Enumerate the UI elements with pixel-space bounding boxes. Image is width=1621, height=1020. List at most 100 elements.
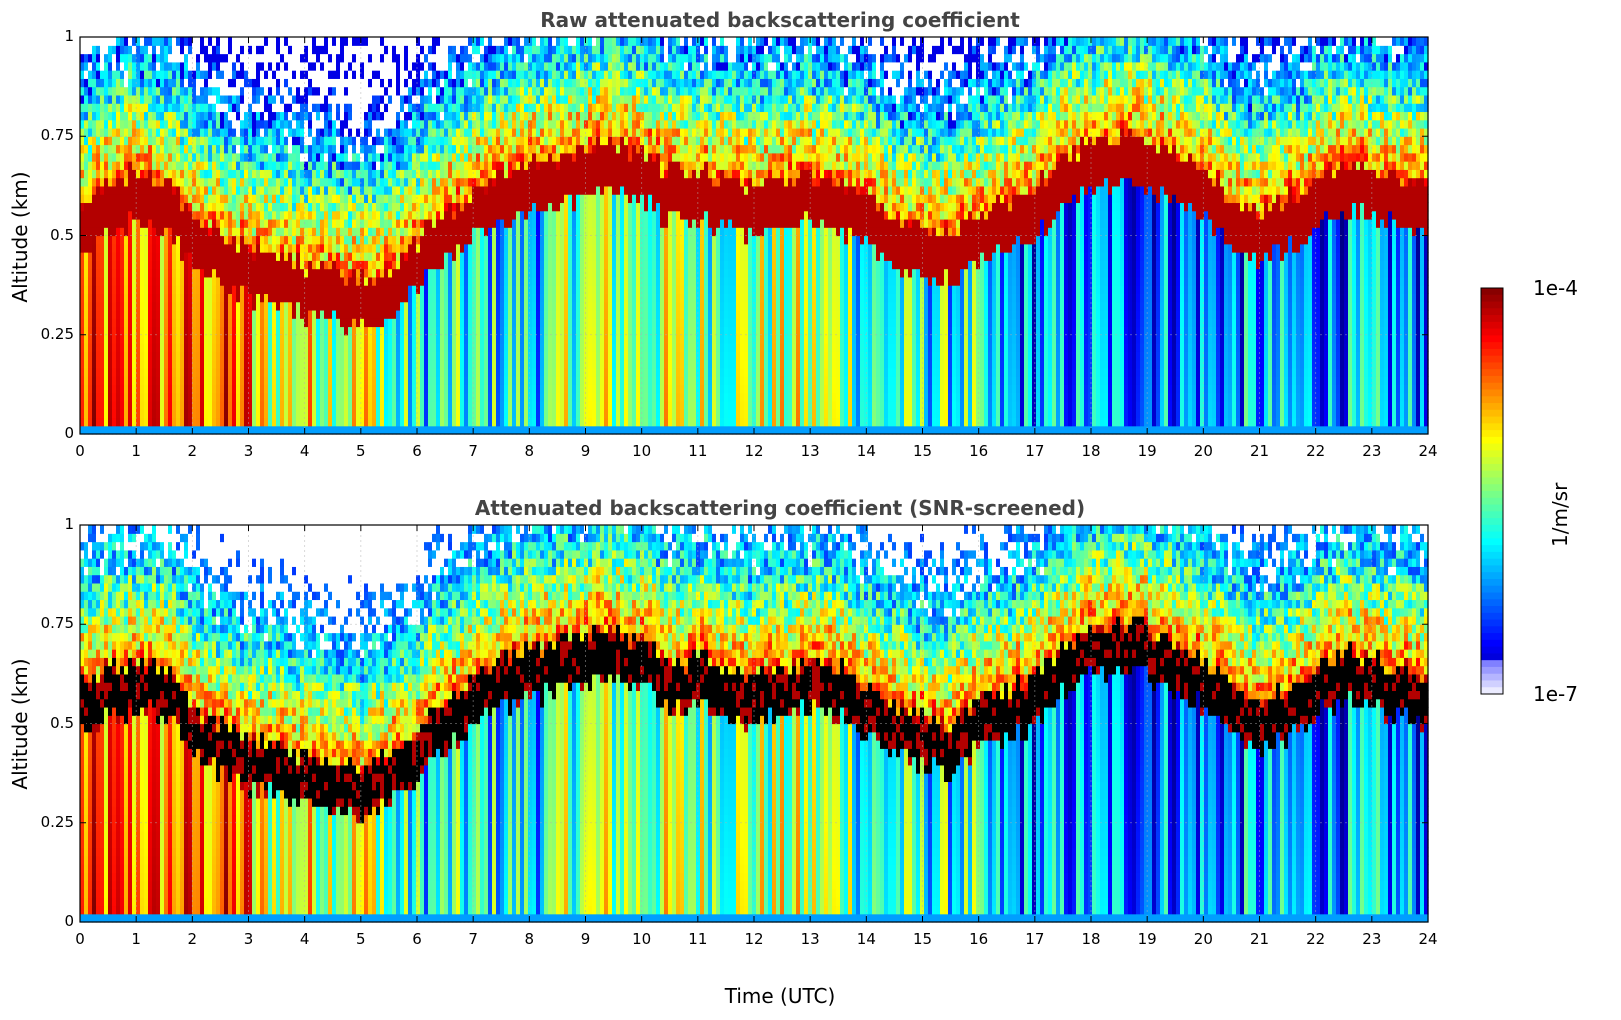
heatmap-cell — [208, 359, 213, 369]
heatmap-cell — [268, 111, 273, 121]
heatmap-cell — [304, 351, 309, 361]
heatmap-cell — [380, 218, 385, 228]
heatmap-cell — [360, 285, 365, 294]
heatmap-cell — [272, 185, 277, 195]
heatmap-cell — [464, 218, 469, 228]
heatmap-cell — [244, 318, 249, 328]
heatmap-cell — [320, 425, 325, 435]
heatmap-cell — [216, 152, 221, 162]
heatmap-cell — [468, 136, 473, 146]
heatmap-cell — [332, 326, 337, 336]
heatmap-cell — [300, 301, 305, 311]
heatmap-cell — [488, 243, 493, 253]
heatmap-cell — [320, 37, 325, 46]
heatmap-cell — [428, 409, 433, 419]
heatmap-cell — [204, 161, 209, 170]
heatmap-cell — [336, 227, 341, 237]
heatmap-cell — [132, 417, 137, 427]
heatmap-cell — [272, 53, 277, 63]
heatmap-cell — [320, 136, 325, 146]
heatmap-cell — [128, 384, 133, 394]
heatmap-cell — [128, 276, 133, 286]
heatmap-cell — [132, 309, 137, 319]
heatmap-cell — [148, 376, 153, 385]
heatmap-cell — [184, 218, 189, 228]
heatmap-cell — [264, 367, 269, 377]
heatmap-cell — [288, 326, 293, 336]
heatmap-cell — [92, 376, 97, 385]
heatmap-cell — [476, 202, 481, 212]
heatmap-cell — [312, 409, 317, 419]
heatmap-cell — [408, 177, 413, 187]
heatmap-cell — [452, 243, 457, 253]
heatmap-cell — [484, 94, 489, 104]
heatmap-cell — [320, 194, 325, 204]
heatmap-cell — [440, 94, 445, 104]
heatmap-cell — [348, 417, 353, 427]
heatmap-cell — [352, 103, 357, 113]
heatmap-cell — [360, 161, 365, 170]
heatmap-cell — [172, 235, 177, 245]
heatmap-cell — [252, 152, 257, 162]
heatmap-cell — [408, 359, 413, 369]
heatmap-cell — [428, 152, 433, 162]
heatmap-cell — [232, 119, 237, 129]
heatmap-cell — [144, 127, 149, 137]
heatmap-cell — [296, 351, 301, 361]
heatmap-cell — [108, 301, 113, 311]
heatmap-cell — [116, 301, 121, 311]
heatmap-cell — [156, 318, 161, 328]
heatmap-cell — [196, 202, 201, 212]
heatmap-cell — [344, 268, 349, 278]
heatmap-cell — [308, 326, 313, 336]
heatmap-cell — [224, 285, 229, 294]
heatmap-cell — [224, 359, 229, 369]
heatmap-cell — [224, 185, 229, 195]
heatmap-cell — [236, 425, 241, 435]
heatmap-cell — [400, 136, 405, 146]
heatmap-cell — [400, 384, 405, 394]
heatmap-cell — [216, 318, 221, 328]
heatmap-cell — [460, 276, 465, 286]
heatmap-cell — [132, 367, 137, 377]
heatmap-cell — [268, 400, 273, 410]
heatmap-cell — [460, 260, 465, 270]
heatmap-cell — [116, 94, 121, 104]
panel1-heatmap — [80, 37, 1429, 435]
heatmap-cell — [320, 392, 325, 402]
heatmap-cell — [164, 343, 169, 352]
heatmap-cell — [176, 202, 181, 212]
heatmap-cell — [456, 343, 461, 352]
heatmap-cell — [220, 103, 225, 113]
heatmap-cell — [208, 409, 213, 419]
heatmap-cell — [220, 392, 225, 402]
heatmap-cell — [148, 285, 153, 294]
heatmap-cell — [316, 334, 321, 344]
heatmap-cell — [424, 326, 429, 336]
heatmap-cell — [192, 94, 197, 104]
heatmap-cell — [368, 210, 373, 220]
heatmap-cell — [484, 161, 489, 170]
heatmap-cell — [100, 111, 105, 121]
heatmap-cell — [248, 376, 253, 385]
heatmap-cell — [156, 235, 161, 245]
heatmap-cell — [112, 260, 117, 270]
heatmap-cell — [176, 177, 181, 187]
heatmap-cell — [164, 144, 169, 154]
heatmap-cell — [100, 78, 105, 88]
heatmap-cell — [92, 425, 97, 435]
heatmap-cell — [120, 218, 125, 228]
heatmap-cell — [488, 326, 493, 336]
heatmap-cell — [412, 94, 417, 104]
heatmap-cell — [364, 227, 369, 237]
heatmap-cell — [460, 127, 465, 137]
heatmap-cell — [476, 218, 481, 228]
heatmap-cell — [120, 417, 125, 427]
heatmap-cell — [348, 293, 353, 303]
heatmap-cell — [248, 252, 253, 261]
heatmap-cell — [100, 276, 105, 286]
heatmap-cell — [160, 260, 165, 270]
heatmap-cell — [428, 417, 433, 427]
heatmap-cell — [448, 384, 453, 394]
heatmap-cell — [348, 94, 353, 104]
